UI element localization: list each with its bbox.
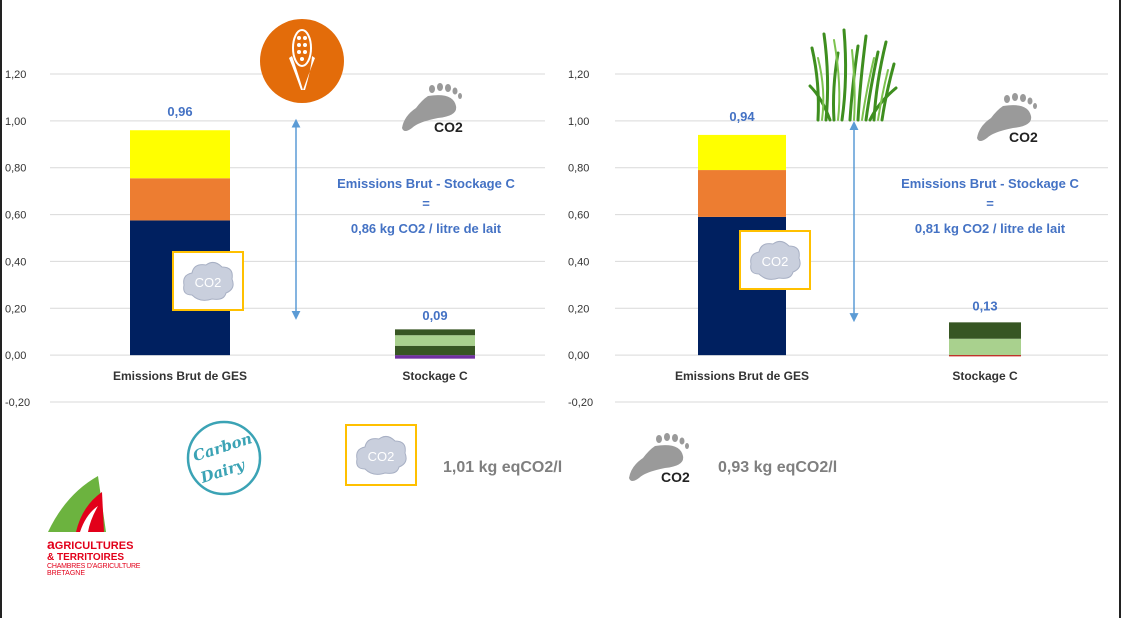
co2-footprint-icon: CO2	[402, 83, 463, 135]
bar-segment	[949, 355, 1021, 357]
bar-segment	[395, 329, 475, 336]
co2-cloud-box: CO2	[172, 251, 244, 311]
cloud-co2-text: CO2	[368, 449, 395, 464]
annotation-line: =	[422, 196, 430, 211]
co2-cloud-icon: CO2	[356, 435, 407, 475]
bar-total-label: 0,09	[422, 308, 447, 323]
logo-line2: & TERRITOIRES	[47, 551, 125, 563]
corn-icon	[260, 19, 344, 103]
bar-total-label: 0,94	[729, 109, 755, 124]
bar-segment	[395, 335, 475, 346]
grass-icon	[808, 28, 898, 122]
bar-segment	[949, 322, 1021, 339]
bar-total-label: 0,96	[167, 104, 192, 119]
footprint-co2-text: CO2	[1009, 129, 1038, 145]
bar-segment	[698, 134, 786, 171]
agricultures-logo: aGRICULTURES & TERRITOIRES CHAMBRES D'AG…	[47, 537, 140, 578]
logo-line3: CHAMBRES D'AGRICULTURE	[47, 563, 141, 571]
cloud-co2-text: CO2	[762, 254, 789, 269]
y-tick-label: 0,00	[5, 350, 26, 362]
y-tick-label: 0,80	[5, 163, 26, 175]
annotation-line: =	[986, 196, 994, 211]
y-tick-label: 0,00	[568, 350, 589, 362]
y-tick-label: 0,20	[5, 303, 26, 315]
co2-cloud-icon: CO2	[750, 240, 801, 280]
co2-footprint-icon: CO2	[977, 93, 1038, 145]
bar-segment	[130, 130, 230, 179]
y-tick-label: 1,00	[568, 116, 589, 128]
bar-total-label: 0,13	[972, 299, 997, 314]
annotation-line: 0,86 kg CO2 / litre de lait	[351, 221, 502, 236]
bar-segment	[130, 178, 230, 221]
y-tick-label: -0,20	[5, 397, 30, 409]
x-category-label: Stockage C	[952, 369, 1018, 383]
co2-footprint-icon: CO2	[629, 433, 690, 485]
y-tick-label: 0,60	[5, 210, 26, 222]
annotation-line: Emissions Brut - Stockage C	[337, 176, 515, 191]
annotation-line: 0,81 kg CO2 / litre de lait	[915, 221, 1066, 236]
cloud-co2-text: CO2	[195, 275, 222, 290]
co2-cloud-icon: CO2	[183, 261, 234, 301]
y-tick-label: 1,20	[568, 69, 589, 81]
agricultures-logo-mark	[48, 476, 106, 532]
summary-gross: 1,01 kg eqCO2/l	[443, 459, 563, 476]
logo-line1: GRICULTURES	[54, 540, 134, 552]
y-tick-label: 0,60	[568, 210, 589, 222]
footprint-co2-text: CO2	[434, 119, 463, 135]
carbon-dairy-logo: Carbon Dairy	[186, 420, 262, 496]
y-tick-label: -0,20	[568, 397, 593, 409]
x-category-label: Stockage C	[402, 369, 468, 383]
co2-cloud-box: CO2	[345, 424, 417, 486]
y-tick-label: 0,40	[568, 256, 589, 268]
y-tick-label: 0,20	[568, 303, 589, 315]
x-category-label: Emissions Brut de GES	[675, 369, 809, 383]
bar-segment	[949, 338, 1021, 356]
y-tick-label: 0,40	[5, 256, 26, 268]
y-tick-label: 0,80	[568, 163, 589, 175]
y-tick-label: 1,20	[5, 69, 26, 81]
co2-cloud-box: CO2	[739, 230, 811, 290]
bar-segment	[698, 170, 786, 217]
bar-segment	[395, 355, 475, 359]
logo-letter-a: a	[47, 536, 55, 552]
bar-segment	[395, 345, 475, 356]
annotation-line: Emissions Brut - Stockage C	[901, 176, 1079, 191]
summary-net: 0,93 kg eqCO2/l	[718, 459, 838, 476]
y-tick-label: 1,00	[5, 116, 26, 128]
footprint-co2-text: CO2	[661, 469, 690, 485]
x-category-label: Emissions Brut de GES	[113, 369, 247, 383]
logo-line4: BRETAGNE	[47, 570, 85, 578]
